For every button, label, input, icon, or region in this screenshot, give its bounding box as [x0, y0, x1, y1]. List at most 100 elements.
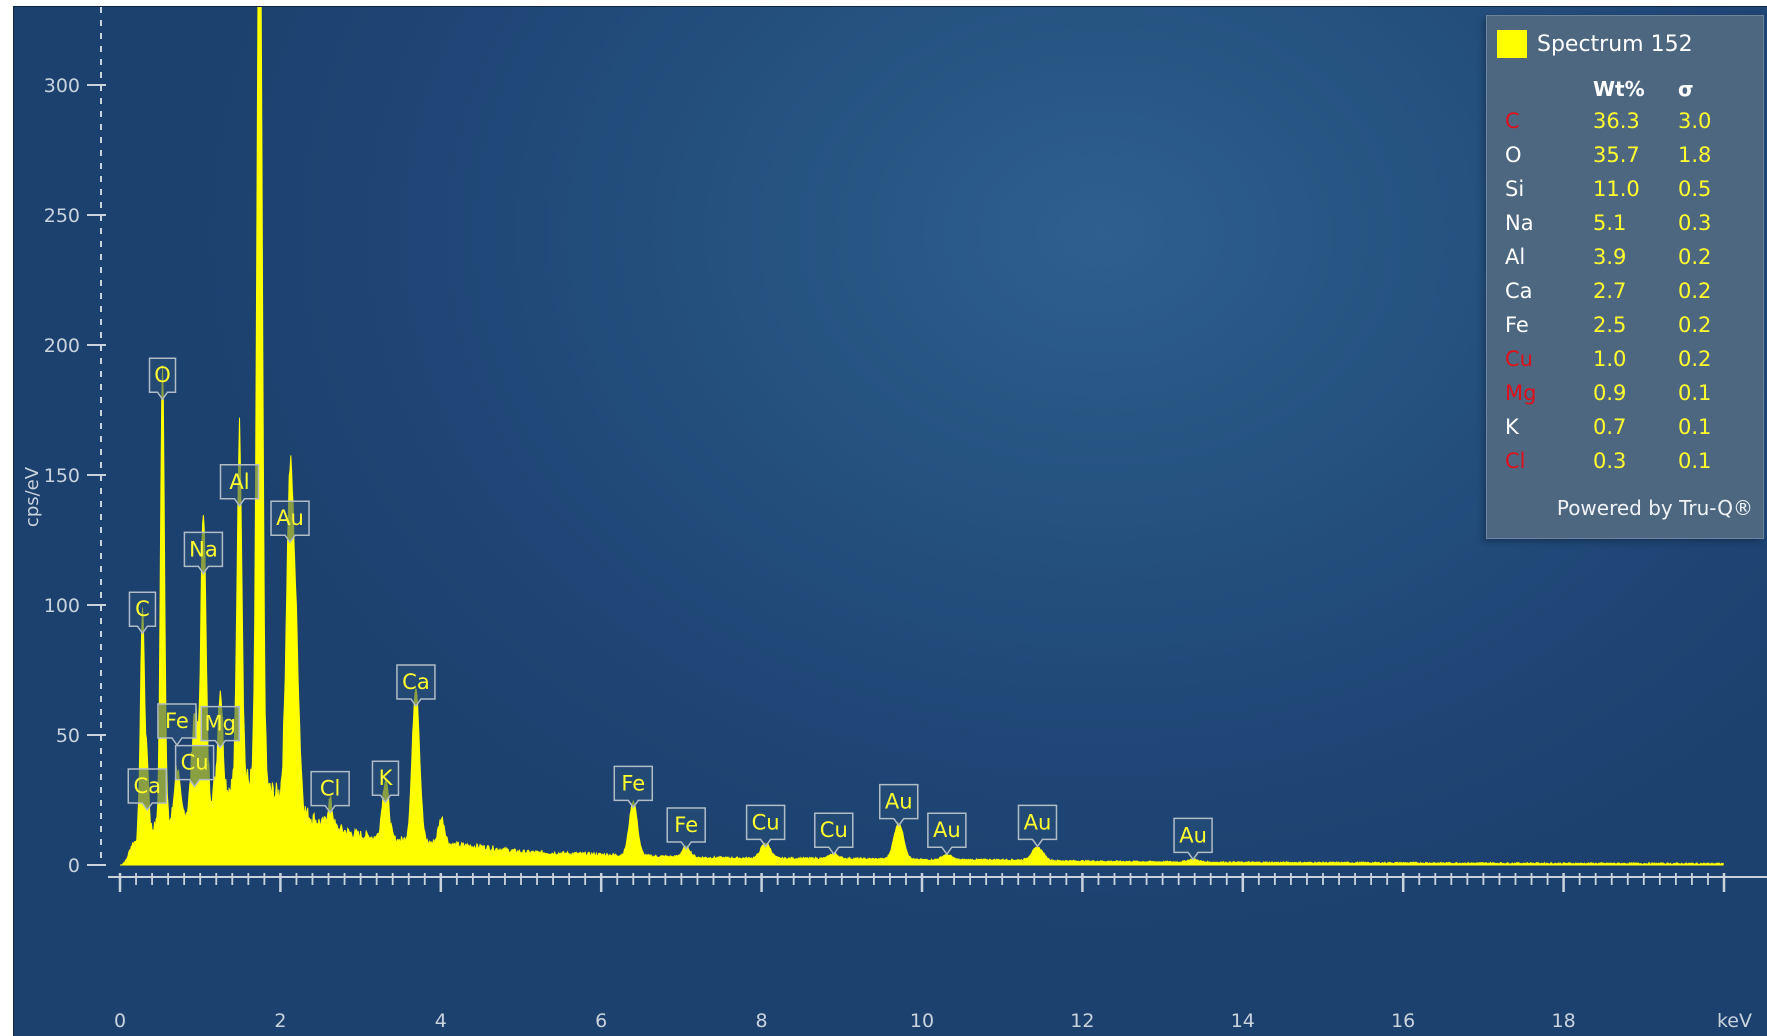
peak-label-box	[200, 705, 240, 749]
legend-sigma-value: 0.2	[1678, 279, 1712, 303]
peak-label: Au	[270, 500, 310, 544]
legend-wt-value: 2.7	[1593, 279, 1627, 303]
peak-label-text: Cu	[820, 818, 848, 842]
peak-label: Cu	[745, 804, 786, 848]
peak-label: O	[148, 357, 177, 401]
legend-sigma-value: 0.5	[1678, 177, 1712, 201]
peak-label-box	[814, 812, 854, 856]
peak-label-box	[270, 500, 310, 544]
legend-element: Al	[1505, 245, 1526, 269]
legend-wt-value: 11.0	[1593, 177, 1640, 201]
peak-label-text: Ca	[133, 774, 161, 798]
peak-label: Au	[1017, 804, 1058, 848]
peak-label-text: Na	[189, 537, 218, 561]
peak-label: Al	[219, 464, 260, 508]
legend-sigma-value: 0.1	[1678, 449, 1712, 473]
peak-label: K	[371, 760, 400, 804]
legend-footer: Powered by Tru-Q®	[1556, 496, 1753, 520]
legend-row: Ca 2.7 0.2	[1505, 274, 1738, 308]
legend-header: Spectrum 152	[1497, 29, 1693, 59]
legend-element: Cl	[1505, 449, 1526, 473]
peak-label-text: Fe	[621, 771, 645, 795]
peak-label: Fe	[666, 807, 706, 851]
legend-element: O	[1505, 143, 1522, 167]
peak-label: Cu	[814, 812, 854, 856]
x-tick-label: 12	[1070, 1010, 1094, 1032]
peak-label-text: Au	[1179, 823, 1207, 847]
legend-element: Cu	[1505, 347, 1533, 371]
peak-label: Fe	[613, 765, 654, 809]
legend-wt-value: 5.1	[1593, 211, 1627, 235]
peak-label: Au	[927, 812, 967, 856]
legend-row: C 36.3 3.0	[1505, 104, 1738, 138]
peak-label: Ca	[396, 664, 436, 708]
legend-sigma-value: 1.8	[1678, 143, 1712, 167]
x-tick-label: 10	[910, 1010, 934, 1032]
legend-wt-value: 0.9	[1593, 381, 1627, 405]
peak-label-text: Mg	[205, 712, 236, 736]
legend-row: Cu 1.0 0.2	[1505, 342, 1738, 376]
peak-label-box	[127, 768, 168, 812]
peak-label: Au	[878, 783, 919, 827]
y-axis: 050100150200250300350	[44, 7, 106, 877]
peak-label-box	[128, 591, 157, 635]
y-tick-label: 250	[44, 205, 80, 227]
peak-label-box	[310, 770, 350, 814]
legend-row: K 0.7 0.1	[1505, 410, 1738, 444]
peak-label-text: Cu	[181, 751, 209, 775]
peak-label-text: Fe	[165, 709, 189, 733]
peak-label-text: Au	[885, 790, 913, 814]
legend-wt-value: 35.7	[1593, 143, 1640, 167]
peak-label-box	[148, 357, 177, 401]
peak-label-box	[878, 783, 919, 827]
legend-row: Cl 0.3 0.1	[1505, 444, 1738, 478]
x-axis: 0 2 4 6 8 10 12 14 16 18	[108, 873, 1767, 1032]
x-tick-label: 6	[595, 1010, 607, 1032]
peak-label: Cu	[174, 744, 215, 788]
x-tick-label: 16	[1391, 1010, 1415, 1032]
y-tick-label: 300	[44, 75, 80, 97]
legend-col-sigma: σ	[1678, 77, 1694, 101]
y-tick-label: 50	[56, 725, 80, 747]
peak-label-text: Fe	[674, 813, 698, 837]
peak-label-box	[613, 765, 654, 809]
x-tick-label: 14	[1231, 1010, 1255, 1032]
legend-col-element	[1505, 74, 1593, 104]
legend-wt-value: 3.9	[1593, 245, 1627, 269]
legend-sigma-value: 0.1	[1678, 381, 1712, 405]
legend-row: Al 3.9 0.2	[1505, 240, 1738, 274]
peak-label-box	[371, 760, 400, 804]
y-tick-label: 200	[44, 335, 80, 357]
peak-label: Cl	[310, 770, 350, 814]
peak-label-box	[183, 531, 224, 575]
spectrum-area	[119, 7, 1724, 866]
y-tick-label: 100	[44, 595, 80, 617]
legend-row: Fe 2.5 0.2	[1505, 308, 1738, 342]
peak-label-box	[666, 807, 706, 851]
legend-element: K	[1505, 415, 1519, 439]
peak-label-box	[745, 804, 786, 848]
peak-labels: SiOAlAuNaCFeMgCuCaClKCaFeFeCuCuAuAuAuAu	[127, 357, 1213, 861]
legend-element: Na	[1505, 211, 1534, 235]
peak-label: Fe	[157, 703, 197, 747]
peak-label-text: Au	[933, 818, 961, 842]
legend-sigma-value: 0.1	[1678, 415, 1712, 439]
legend-wt-value: 0.7	[1593, 415, 1627, 439]
peak-label-text: Cu	[752, 810, 780, 834]
peak-label-box	[157, 703, 197, 747]
peak-label-box	[396, 664, 436, 708]
peak-label-text: Al	[229, 470, 249, 494]
peak-label: Mg	[200, 705, 240, 749]
peak-label-text: Ca	[402, 670, 430, 694]
legend-title: Spectrum 152	[1537, 31, 1693, 57]
x-tick-label: 8	[756, 1010, 768, 1032]
legend-rows: C 36.3 3.0 O 35.7 1.8 Si 11.0 0.5 Na 5.1 0.3 Al 3.9 0.…	[1505, 104, 1738, 478]
peak-label: Ca	[127, 768, 168, 812]
peak-label-text: Au	[1024, 810, 1052, 834]
x-axis-title: keV	[1717, 1010, 1752, 1032]
legend-wt-value: 0.3	[1593, 449, 1627, 473]
x-tick-label: 4	[435, 1010, 447, 1032]
legend-sigma-value: 0.3	[1678, 211, 1712, 235]
legend-header-row: Wt% σ	[1505, 74, 1738, 104]
